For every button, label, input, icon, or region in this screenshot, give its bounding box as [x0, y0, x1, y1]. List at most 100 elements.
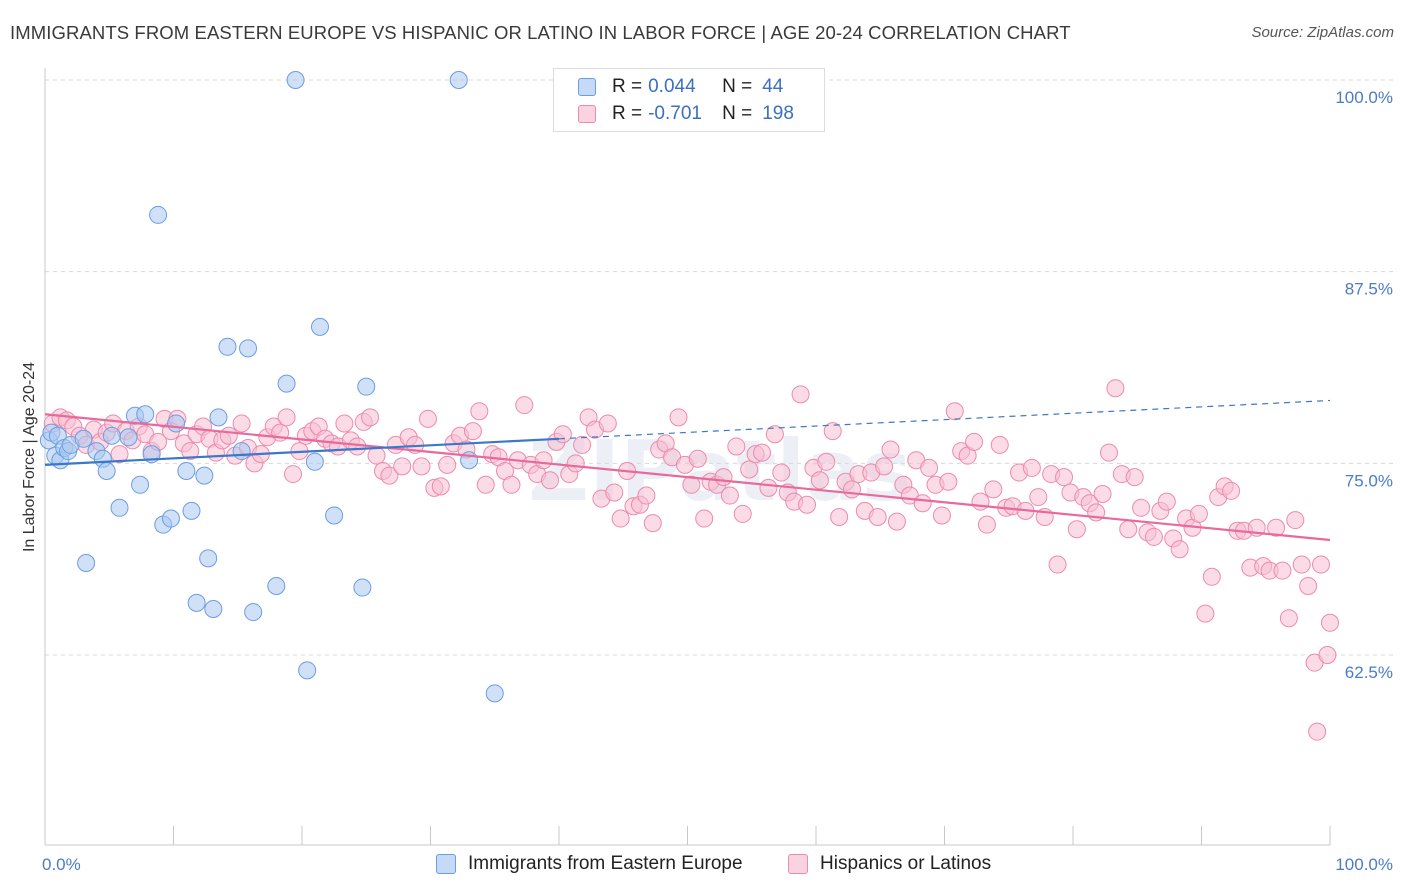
- legend-row-hispanic: R = -0.701 N = 198: [578, 102, 794, 126]
- point-eastern-europe: [182, 501, 201, 520]
- x-tick-label: 0.0%: [42, 855, 81, 874]
- point-eastern-europe: [195, 466, 214, 485]
- bottom-legend-hispanic: Hispanics or Latinos: [788, 852, 991, 876]
- bottom-legend-swatch-pink: [788, 854, 808, 874]
- point-hispanic: [817, 452, 836, 471]
- legend-r-label: R =: [612, 76, 643, 97]
- chart-source: Source: ZipAtlas.com: [1251, 24, 1394, 41]
- point-eastern-europe: [131, 475, 150, 494]
- bottom-legend-eastern-europe: Immigrants from Eastern Europe: [436, 852, 743, 876]
- point-hispanic: [1321, 613, 1339, 632]
- point-hispanic: [380, 466, 399, 485]
- point-hispanic: [470, 402, 489, 421]
- point-eastern-europe: [277, 374, 296, 393]
- point-hispanic: [759, 478, 778, 497]
- point-hispanic: [1106, 379, 1125, 398]
- point-hispanic: [463, 422, 482, 441]
- point-hispanic: [1125, 468, 1144, 487]
- point-hispanic: [810, 471, 829, 490]
- point-eastern-europe: [449, 71, 468, 89]
- point-eastern-europe: [218, 337, 237, 356]
- point-hispanic: [1299, 577, 1318, 595]
- point-hispanic: [939, 472, 958, 491]
- point-eastern-europe: [97, 462, 116, 480]
- point-hispanic: [605, 483, 624, 502]
- point-hispanic: [1029, 488, 1048, 507]
- point-hispanic: [913, 494, 932, 513]
- point-eastern-europe: [209, 408, 228, 427]
- point-hispanic: [920, 458, 939, 477]
- point-eastern-europe: [204, 600, 223, 618]
- point-eastern-europe: [298, 661, 317, 680]
- point-hispanic: [720, 486, 739, 505]
- point-hispanic: [842, 480, 861, 499]
- point-hispanic: [181, 442, 200, 461]
- point-hispanic: [502, 475, 521, 494]
- point-hispanic: [1093, 485, 1112, 503]
- point-hispanic: [284, 465, 303, 484]
- point-hispanic: [984, 480, 1003, 499]
- legend-n-label: N =: [722, 103, 753, 124]
- point-eastern-europe: [353, 578, 372, 597]
- point-eastern-europe: [102, 426, 121, 445]
- y-tick-label: 62.5%: [1345, 663, 1393, 682]
- point-hispanic: [1099, 443, 1118, 462]
- point-hispanic: [887, 512, 906, 531]
- point-hispanic: [733, 504, 752, 523]
- legend-n-value: 198: [762, 103, 794, 124]
- point-hispanic: [1067, 520, 1086, 539]
- point-eastern-europe: [325, 506, 344, 525]
- point-eastern-europe: [74, 429, 93, 448]
- point-eastern-europe: [357, 377, 376, 396]
- point-hispanic: [965, 432, 984, 451]
- point-eastern-europe: [267, 577, 286, 595]
- point-hispanic: [753, 443, 772, 462]
- point-hispanic: [990, 435, 1009, 454]
- point-hispanic: [669, 408, 688, 427]
- point-hispanic: [765, 425, 784, 444]
- point-hispanic: [611, 509, 630, 528]
- point-hispanic: [1144, 527, 1163, 546]
- point-hispanic: [232, 414, 251, 433]
- y-tick-label: 100.0%: [1335, 88, 1393, 107]
- point-hispanic: [367, 446, 386, 465]
- y-tick-label: 87.5%: [1345, 280, 1393, 299]
- point-hispanic: [412, 457, 431, 476]
- point-eastern-europe: [110, 498, 129, 517]
- point-hispanic: [798, 495, 817, 514]
- point-eastern-europe: [77, 554, 96, 572]
- point-hispanic: [335, 414, 354, 433]
- point-eastern-europe: [177, 462, 196, 480]
- point-hispanic: [110, 445, 129, 464]
- point-eastern-europe: [244, 603, 263, 622]
- point-hispanic: [714, 468, 733, 487]
- point-hispanic: [219, 426, 238, 445]
- point-eastern-europe: [232, 442, 251, 461]
- bottom-legend-label: Hispanics or Latinos: [820, 853, 992, 874]
- point-hispanic: [1132, 498, 1151, 517]
- point-hispanic: [682, 475, 701, 494]
- point-eastern-europe: [119, 428, 138, 447]
- point-hispanic: [881, 440, 900, 459]
- point-hispanic: [541, 471, 560, 490]
- chart-title: IMMIGRANTS FROM EASTERN EUROPE VS HISPAN…: [10, 22, 1071, 43]
- point-eastern-europe: [199, 549, 218, 568]
- point-hispanic: [1055, 468, 1074, 487]
- point-hispanic: [566, 454, 585, 473]
- point-hispanic: [598, 414, 617, 433]
- point-eastern-europe: [161, 509, 180, 528]
- point-hispanic: [393, 457, 412, 476]
- point-hispanic: [1202, 567, 1221, 586]
- point-hispanic: [945, 402, 964, 421]
- legend-swatch-blue: [578, 78, 596, 96]
- point-hispanic: [1292, 555, 1311, 574]
- point-hispanic: [643, 514, 662, 533]
- point-hispanic: [1318, 646, 1337, 664]
- point-hispanic: [431, 477, 450, 496]
- point-hispanic: [277, 408, 296, 427]
- point-hispanic: [1273, 561, 1292, 580]
- point-eastern-europe: [167, 414, 186, 433]
- point-hispanic: [418, 409, 437, 428]
- bottom-legend-label: Immigrants from Eastern Europe: [468, 853, 743, 874]
